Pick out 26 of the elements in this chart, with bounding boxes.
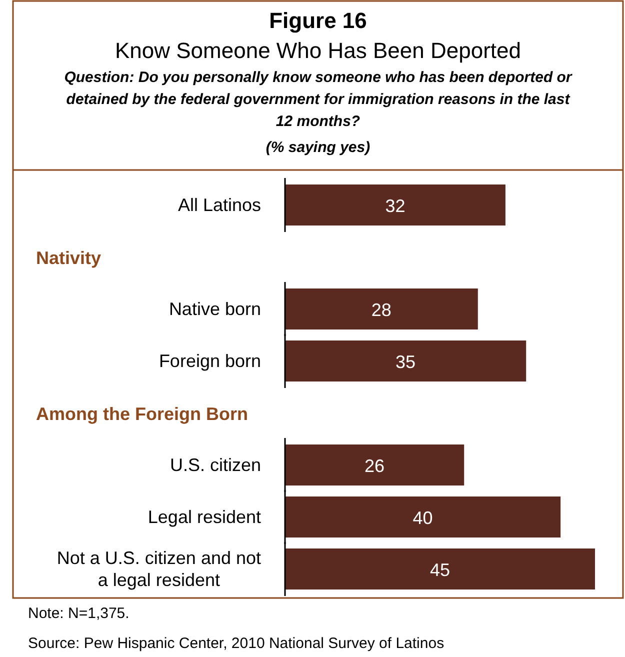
data-label: 35 (396, 352, 416, 372)
bar (285, 444, 464, 486)
y-tick-label: Native born (168, 299, 261, 319)
bar (285, 288, 478, 330)
bar (285, 496, 561, 538)
bar (285, 340, 526, 382)
data-label: 32 (385, 196, 406, 216)
data-label: 26 (364, 456, 385, 476)
chart-subtitle: Know Someone Who Has Been Deported (114, 38, 522, 63)
bar (285, 184, 506, 226)
data-label: 28 (371, 300, 392, 320)
y-tick-label: Foreign born (158, 351, 261, 371)
text: (% saying yes) (266, 139, 370, 156)
y-tick-label: Legal resident (148, 507, 261, 527)
text: Nativity (36, 248, 102, 268)
data-label: 45 (430, 560, 450, 580)
text: Question: Do you personally know someone who has been deported or detained by the federal government for immigration reasons in the last 12 months? (64, 69, 573, 130)
bar (285, 548, 595, 590)
text: Note: N=1,375. (28, 605, 130, 622)
text: Among the Foreign Born (36, 404, 248, 424)
y-tick-label: All Latinos (178, 195, 261, 215)
chart-title: Figure 16 (269, 8, 367, 33)
source-note: Source: Pew Hispanic Center, 2010 National Survey of Latinos (28, 635, 444, 652)
y-tick-label: Not a U.S. citizen and not a legal resident (56, 548, 261, 590)
data-label: 40 (412, 508, 433, 528)
y-tick-label: U.S. citizen (170, 455, 261, 475)
